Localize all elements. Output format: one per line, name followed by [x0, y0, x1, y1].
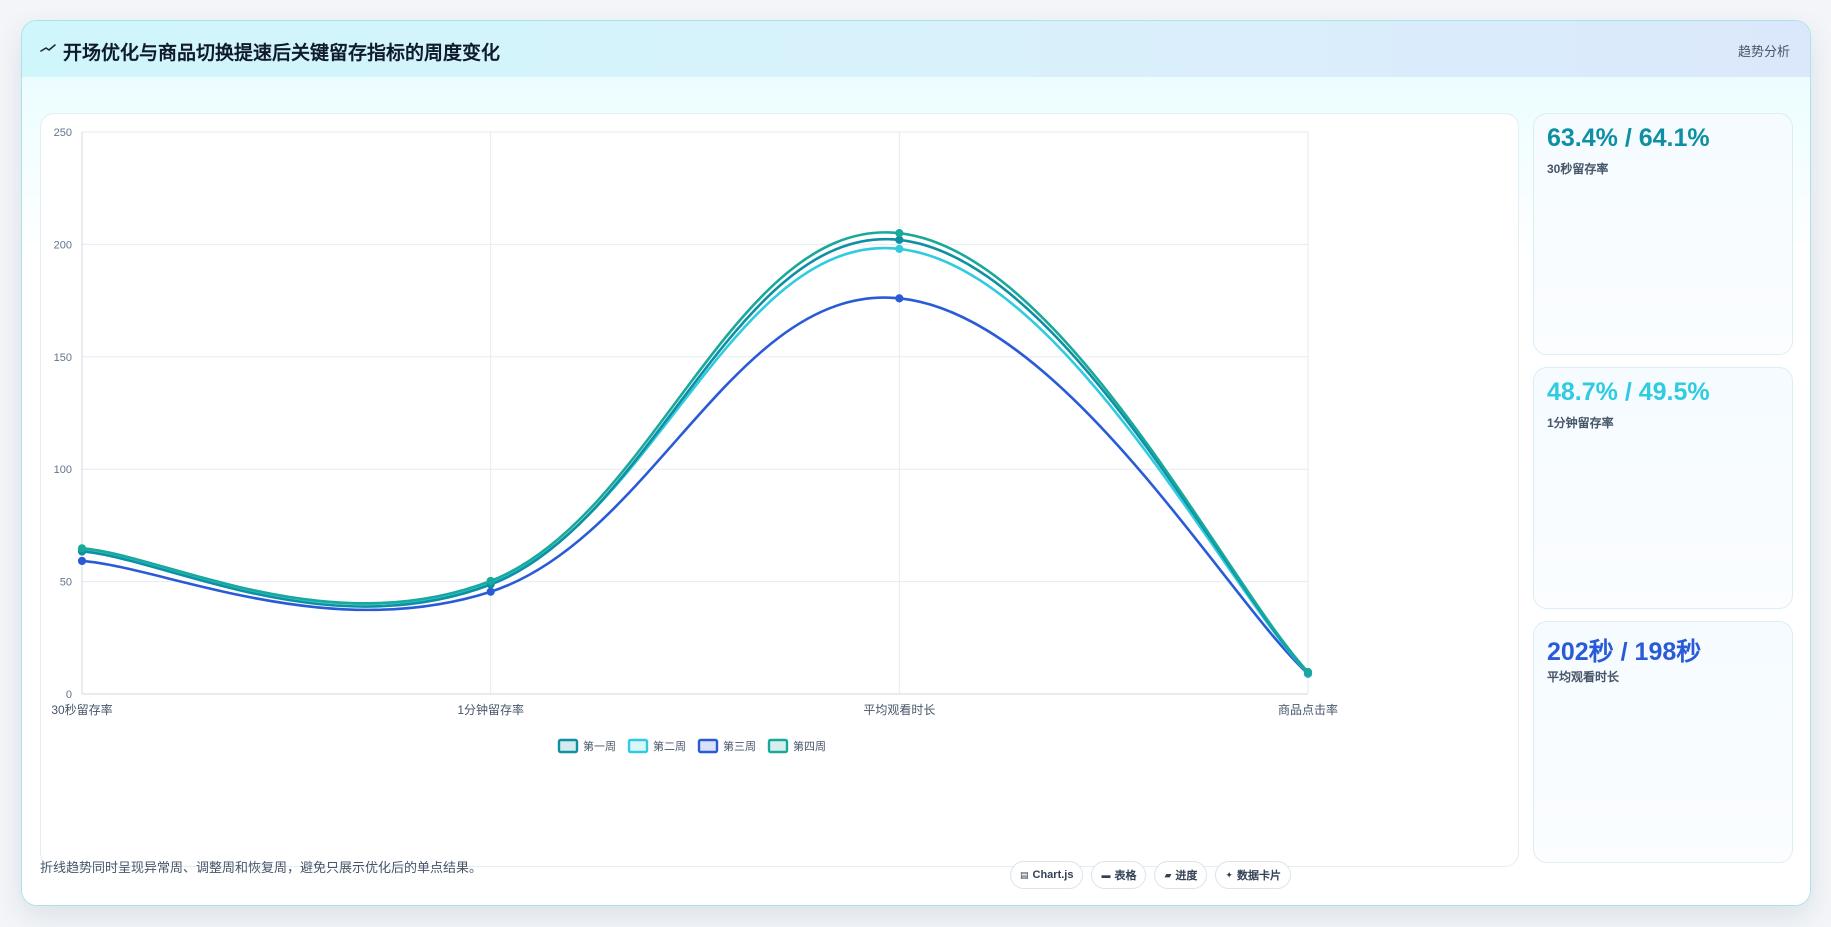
series-line-4	[80, 231, 1310, 674]
series-line-1	[80, 237, 1310, 674]
progress-icon: ▰	[1164, 869, 1172, 880]
data-point	[1303, 667, 1313, 677]
stat-label: 1分钟留存率	[1547, 416, 1614, 430]
data-point	[895, 244, 904, 253]
dashboard-card: 开场优化与商品切换提速后关键留存指标的周度变化 趋势分析 0 50 100 150 20…	[21, 20, 1811, 906]
chip-label: 表格	[1114, 870, 1137, 882]
header-tag: 趋势分析	[1737, 44, 1790, 59]
data-point	[486, 587, 495, 596]
legend-swatch	[557, 738, 579, 754]
stat-card-watch-time: 202秒 / 198秒 平均观看时长	[1533, 621, 1793, 863]
chip-progress[interactable]: ▰ 进度	[1154, 861, 1208, 889]
data-point	[77, 544, 87, 553]
x-tick-label: 1分钟留存率	[457, 702, 524, 717]
y-tick-label: 150	[54, 352, 72, 364]
legend-label: 第二周	[653, 739, 686, 753]
stat-card-retention-1m: 48.7% / 49.5% 1分钟留存率	[1533, 367, 1793, 609]
legend-swatch	[697, 738, 719, 754]
x-tick-label: 30秒留存率	[51, 702, 112, 717]
chip-chartjs[interactable]: ▤ Chart.js	[1010, 861, 1084, 889]
stat-value: 63.4% / 64.1%	[1547, 124, 1710, 152]
data-point	[486, 576, 495, 586]
legend-swatch	[767, 738, 789, 754]
tech-chips: ▤ Chart.js ▬ 表格 ▰ 进度 ✦ 数据卡片	[1010, 861, 1291, 889]
line-chart: 0 50 100 150 200 250 30秒留存率 1分钟留存率 平均观看时长 商品点击率第一…	[51, 127, 1338, 754]
chip-label: 进度	[1175, 870, 1198, 882]
legend-label: 第四周	[793, 739, 826, 753]
stat-label: 30秒留存率	[1547, 162, 1609, 176]
x-tick-label: 平均观看时长	[863, 703, 935, 717]
stat-value: 202秒 / 198秒	[1547, 638, 1702, 666]
chip-data-card[interactable]: ✦ 数据卡片	[1215, 861, 1291, 889]
trend-icon	[40, 44, 56, 52]
footer-note: 折线趋势同时呈现异常周、调整周和恢复周，避免只展示优化后的单点结果。	[40, 860, 483, 875]
table-icon: ▬	[1101, 870, 1111, 880]
data-point	[895, 235, 904, 245]
y-tick-label: 200	[54, 239, 72, 251]
card-body: 0 50 100 150 200 250 30秒留存率 1分钟留存率 平均观看时长 商品点击率 第一…	[22, 77, 1810, 905]
stat-label: 平均观看时长	[1547, 670, 1620, 684]
chart-panel: 0 50 100 150 200 250 30秒留存率 1分钟留存率 平均观看时长 商品点击率第一…	[40, 113, 1519, 867]
y-tick-label: 0	[66, 689, 72, 701]
page-title: 开场优化与商品切换提速后关键留存指标的周度变化	[63, 43, 501, 64]
x-tick-label: 商品点击率	[1278, 702, 1338, 717]
card-header: 开场优化与商品切换提速后关键留存指标的周度变化 趋势分析	[22, 21, 1810, 78]
legend-label: 第三周	[723, 739, 756, 753]
series-line-2	[80, 246, 1310, 675]
stat-card-retention-30s: 63.4% / 64.1% 30秒留存率	[1533, 113, 1793, 355]
y-tick-label: 250	[54, 127, 72, 139]
data-point	[895, 294, 904, 303]
y-tick-label: 50	[60, 577, 72, 589]
sparkle-icon: ✦	[1225, 869, 1233, 880]
y-tick-label: 100	[54, 464, 72, 476]
legend-swatch	[627, 738, 649, 754]
chip-label: Chart.js	[1032, 869, 1074, 881]
stat-value: 48.7% / 49.5%	[1547, 378, 1710, 406]
data-point	[895, 229, 904, 238]
chip-label: 数据卡片	[1236, 870, 1281, 882]
legend-label: 第一周	[583, 739, 616, 753]
data-point	[77, 556, 87, 566]
chart-icon: ▤	[1020, 869, 1029, 880]
chip-table[interactable]: ▬ 表格	[1091, 861, 1147, 889]
series-line-3	[80, 296, 1310, 676]
